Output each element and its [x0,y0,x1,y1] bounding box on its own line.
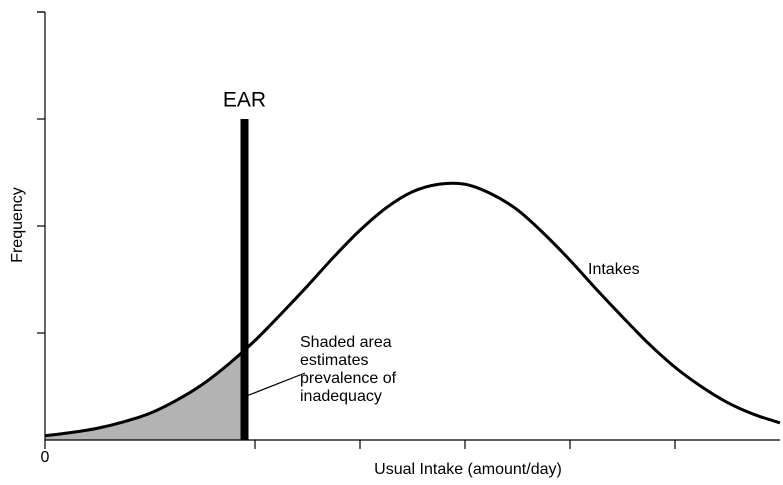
y-axis-label: Frequency [9,187,26,263]
x-origin-label: 0 [41,449,50,466]
ear-label: EAR [223,89,266,112]
intake-curve [44,181,781,438]
shaded-area [45,349,245,440]
annotation-line: estimates [300,352,368,369]
annotation-line: prevalence of [300,370,397,387]
x-axis-label: Usual Intake (amount/day) [374,461,562,478]
annotation-line: inadequacy [300,388,382,405]
series-label: Intakes [588,261,640,278]
annotation-line: Shaded area [300,334,392,351]
